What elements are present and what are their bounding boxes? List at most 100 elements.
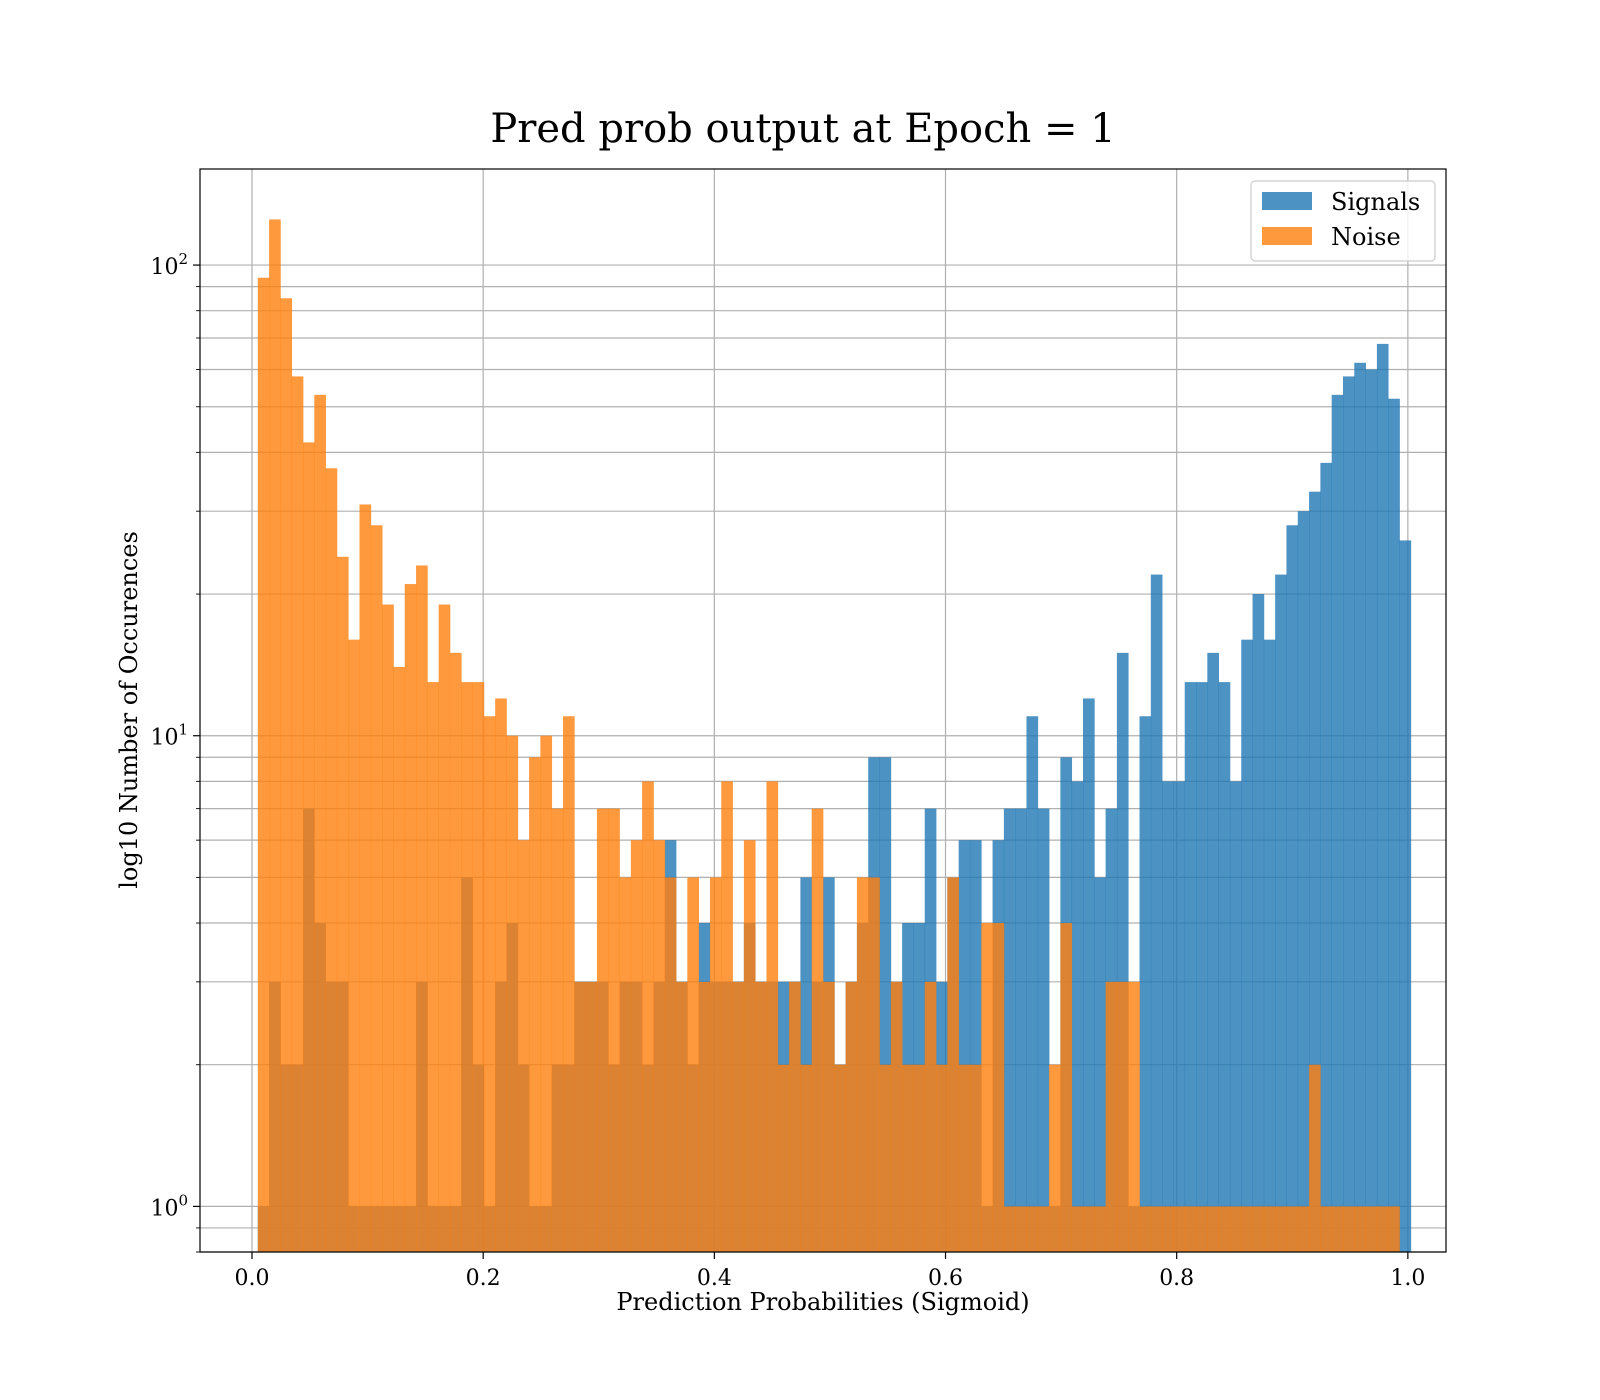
- noise-bar-12: [393, 666, 406, 1252]
- noise-bar-41: [721, 781, 733, 1252]
- noise-bar-52: [845, 981, 858, 1252]
- noise-bar-36: [664, 877, 677, 1252]
- signals-bar-78: [1139, 716, 1152, 1252]
- signals-bar-92: [1297, 511, 1310, 1252]
- noise-bar-13: [404, 584, 417, 1252]
- noise-bar-73: [1082, 1206, 1095, 1252]
- signals-bar-62: [958, 840, 971, 1252]
- noise-bar-57: [902, 1064, 914, 1252]
- signals-bar-73: [1082, 698, 1095, 1252]
- noise-bar-50: [823, 981, 835, 1252]
- signals-bar-95: [1331, 394, 1344, 1252]
- noise-bar-97: [1354, 1206, 1366, 1252]
- signals-bar-85: [1218, 682, 1231, 1252]
- signals-bar-69: [1037, 808, 1050, 1252]
- noise-bar-61: [947, 877, 959, 1252]
- noise-bar-88: [1252, 1206, 1265, 1252]
- signals-bar-97: [1354, 362, 1366, 1252]
- noise-bar-100: [1388, 1206, 1400, 1252]
- x-tick-label-5: 1.0: [1390, 1266, 1425, 1291]
- signals-bar-55: [879, 757, 892, 1252]
- signals-bar-83: [1196, 682, 1208, 1252]
- noise-bar-95: [1331, 1206, 1344, 1252]
- noise-bar-91: [1286, 1206, 1299, 1252]
- noise-bar-9: [359, 504, 372, 1252]
- noise-bar-60: [936, 1064, 948, 1252]
- noise-bar-96: [1342, 1206, 1355, 1252]
- signals-bar-67: [1015, 808, 1027, 1252]
- noise-bar-92: [1297, 1206, 1310, 1252]
- noise-bar-25: [540, 735, 553, 1252]
- noise-bar-32: [619, 877, 632, 1252]
- signals-bar-80: [1162, 781, 1174, 1252]
- y-axis-label: log10 Number of Occurences: [115, 531, 143, 889]
- noise-bar-11: [382, 604, 394, 1252]
- noise-bar-27: [563, 716, 575, 1252]
- noise-bar-72: [1071, 1206, 1084, 1252]
- signals-bar-66: [1003, 808, 1016, 1252]
- signals-bar-98: [1365, 369, 1378, 1252]
- noise-bar-79: [1150, 1206, 1163, 1252]
- noise-bar-85: [1218, 1206, 1231, 1252]
- noise-bar-20: [483, 716, 496, 1252]
- noise-bar-54: [868, 877, 880, 1252]
- noise-bar-8: [348, 639, 360, 1252]
- signals-bar-63: [969, 840, 982, 1252]
- noise-bar-14: [416, 565, 428, 1252]
- noise-bar-1: [269, 219, 281, 1252]
- noise-bar-94: [1320, 1206, 1333, 1252]
- noise-bar-59: [924, 981, 937, 1252]
- noise-bar-30: [596, 808, 609, 1252]
- legend: Signals Noise: [1250, 180, 1436, 262]
- signals-bar-76: [1116, 652, 1129, 1252]
- x-tick-label-3: 0.6: [928, 1266, 963, 1291]
- x-axis-label: Prediction Probabilities (Sigmoid): [616, 1288, 1029, 1316]
- signals-bar-88: [1252, 594, 1265, 1252]
- noise-bar-3: [291, 376, 304, 1253]
- noise-bar-6: [325, 468, 338, 1252]
- signals-bar-91: [1286, 525, 1299, 1252]
- noise-bar-64: [981, 923, 993, 1252]
- noise-bar-76: [1116, 981, 1129, 1252]
- noise-bar-18: [461, 682, 473, 1252]
- noise-bar-31: [608, 808, 620, 1252]
- noise-bar-35: [653, 840, 666, 1252]
- noise-bar-40: [709, 877, 722, 1252]
- signals-bar-99: [1376, 343, 1389, 1253]
- signals-bar-79: [1150, 574, 1163, 1252]
- signals-bar-74: [1094, 877, 1106, 1252]
- noise-bar-44: [755, 981, 767, 1252]
- noise-bar-51: [834, 1064, 846, 1252]
- signals-bar-68: [1026, 716, 1039, 1252]
- noise-bar-39: [698, 981, 711, 1252]
- noise-bar-81: [1173, 1206, 1186, 1252]
- y-tick-label-1: 101: [150, 721, 188, 751]
- noise-bar-34: [642, 781, 654, 1252]
- noise-bar-87: [1241, 1206, 1253, 1252]
- noise-bar-15: [427, 682, 440, 1252]
- signals-bar-86: [1229, 781, 1242, 1252]
- noise-bar-58: [913, 1064, 926, 1252]
- noise-bar-84: [1207, 1206, 1219, 1252]
- signals-bar-101: [1399, 540, 1412, 1252]
- noise-bar-89: [1263, 1206, 1276, 1252]
- noise-bar-4: [303, 442, 315, 1252]
- signals-bar-72: [1071, 781, 1084, 1252]
- x-tick-label-0: 0.0: [235, 1266, 270, 1291]
- signals-bar-81: [1173, 781, 1186, 1252]
- noise-bar-82: [1184, 1206, 1197, 1252]
- legend-swatch-noise: [1262, 227, 1312, 245]
- noise-bar-33: [630, 840, 643, 1252]
- noise-bar-70: [1049, 1064, 1061, 1252]
- noise-bar-5: [314, 394, 326, 1252]
- noise-bar-53: [856, 877, 869, 1252]
- noise-bar-93: [1309, 1064, 1321, 1252]
- noise-bar-78: [1139, 1206, 1152, 1252]
- signals-bar-89: [1263, 639, 1276, 1252]
- signals-bar-82: [1184, 682, 1197, 1252]
- noise-bar-98: [1365, 1206, 1378, 1252]
- axis-ticks: 0.0 0.2 0.4 0.6 0.8 1.0 100 101 102: [150, 250, 1425, 1291]
- histogram-bars: [257, 219, 1412, 1253]
- noise-bar-68: [1026, 1206, 1039, 1252]
- signals-bar-94: [1320, 462, 1333, 1253]
